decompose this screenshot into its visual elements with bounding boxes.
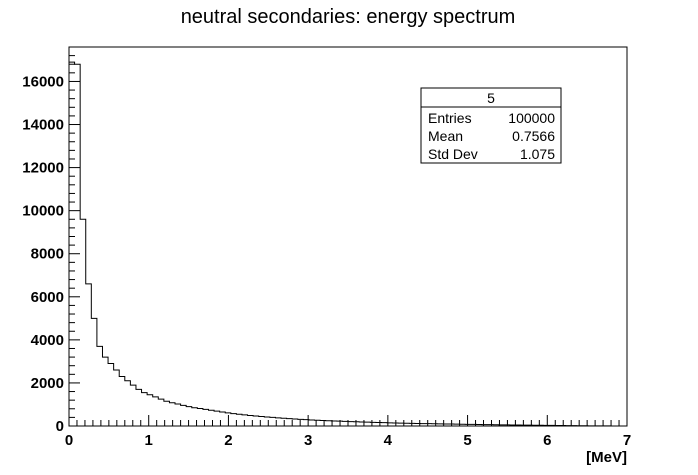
y-tick-label: 6000: [31, 289, 64, 306]
histogram-bin: [142, 393, 148, 426]
y-tick-label: 14000: [22, 117, 64, 134]
stats-mean-value: 0.7566: [512, 128, 555, 144]
x-tick-label: 5: [463, 432, 471, 449]
histogram-bin: [342, 421, 348, 426]
x-tick-label: 1: [145, 432, 153, 449]
y-tick-label: 16000: [22, 73, 64, 90]
y-tick-label: 4000: [31, 332, 64, 349]
x-tick-label: 6: [543, 432, 551, 449]
histogram-bin: [315, 420, 321, 426]
histogram-bin: [125, 381, 131, 426]
histogram-bin: [158, 399, 164, 426]
x-tick-label: 3: [304, 432, 312, 449]
histogram-bin: [376, 423, 382, 426]
y-tick-label: 2000: [31, 375, 64, 392]
stats-entries-label: Entries: [428, 110, 472, 126]
histogram-bin: [80, 219, 86, 426]
histogram-bin: [270, 417, 276, 426]
histogram-bin: [181, 405, 187, 426]
stats-box-frame: [420, 87, 562, 164]
histogram-bin: [348, 422, 354, 426]
stats-mean-label: Mean: [428, 128, 463, 144]
histogram-bin: [108, 364, 114, 426]
histogram-series: [68, 61, 627, 427]
histogram-bin: [97, 346, 103, 426]
histogram-bin: [209, 410, 215, 426]
histogram-bin: [114, 370, 120, 426]
y-tick-label: 0: [56, 418, 64, 435]
histogram-bin: [119, 376, 125, 426]
histogram-bin: [86, 284, 92, 426]
axes: 0 1 2 3 4 5 6 7 0 2000 4000 6000 8000 10000 12000 14000…: [22, 46, 631, 449]
y-tick-label: 8000: [31, 246, 64, 263]
histogram-bin: [381, 423, 387, 426]
histogram-bin: [236, 414, 242, 426]
histogram-bin: [365, 422, 371, 426]
histogram-bin: [130, 385, 136, 426]
x-tick-label: 0: [65, 432, 73, 449]
stats-box-name: 5: [487, 90, 495, 106]
x-tick-label: 4: [384, 432, 393, 449]
chart-title: neutral secondaries: energy spectrum: [181, 6, 516, 28]
histogram-bin: [264, 417, 270, 426]
y-tick-label: 12000: [22, 160, 64, 177]
histogram-bin: [75, 64, 81, 426]
x-axis-label: [MeV]: [586, 449, 627, 466]
histogram-bin: [147, 395, 153, 426]
histogram-bin: [320, 421, 326, 426]
histogram-bin: [197, 409, 203, 426]
histogram-bin: [231, 414, 237, 426]
histogram-bin: [253, 416, 259, 426]
histogram-bin: [102, 357, 108, 426]
histogram-bin: [153, 397, 159, 426]
histogram-bin: [370, 422, 376, 426]
histogram-bin: [175, 404, 181, 426]
histogram-bin: [69, 62, 75, 426]
stats-stddev-label: Std Dev: [428, 146, 478, 162]
histogram-bin: [214, 411, 220, 426]
histogram-bin: [292, 419, 298, 426]
x-tick-label: 7: [623, 432, 631, 449]
histogram-bin: [287, 419, 293, 426]
stats-box: 5 Entries 100000 Mean 0.7566 Std Dev 1.0…: [420, 87, 562, 164]
histogram-outline: [68, 61, 627, 427]
stats-stddev-value: 1.075: [520, 146, 555, 162]
histogram-bin: [259, 417, 265, 426]
histogram-bin: [203, 409, 209, 426]
y-tick-label: 10000: [22, 203, 64, 220]
histogram-bin: [309, 420, 315, 426]
x-tick-label: 2: [224, 432, 232, 449]
histogram-bin: [326, 421, 332, 426]
stats-entries-value: 100000: [508, 110, 555, 126]
histogram-bin: [91, 318, 97, 426]
